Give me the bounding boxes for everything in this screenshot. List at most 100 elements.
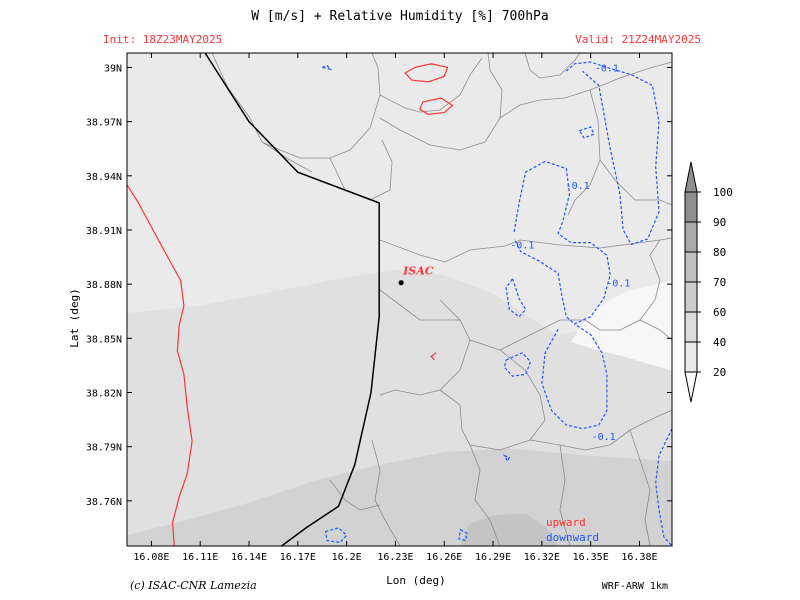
x-axis-label: Lon (deg) xyxy=(386,574,446,587)
valid-label: Valid: 21Z24MAY2025 xyxy=(575,33,701,46)
admin-boundary xyxy=(439,389,672,451)
admin-boundary xyxy=(629,429,651,546)
x-tick-label: 16.2E xyxy=(332,552,362,563)
y-tick-label: 38.82N xyxy=(86,389,122,400)
downward-contour xyxy=(503,352,532,377)
x-tick-label: 16.14E xyxy=(231,552,267,563)
admin-boundary xyxy=(379,339,471,396)
x-tick-label: 16.38E xyxy=(621,552,657,563)
y-tick-label: 38.88N xyxy=(86,280,122,291)
downward-contour xyxy=(541,323,608,430)
y-tick-label: 38.76N xyxy=(86,497,122,508)
colorbar-tick-label: 40 xyxy=(713,336,726,349)
colorbar-tick-label: 100 xyxy=(713,186,733,199)
w-legend: upward downward xyxy=(546,516,599,544)
credit-text: (c) ISAC-CNR Lamezia xyxy=(130,579,257,592)
colorbar-under-triangle xyxy=(684,371,698,403)
downward-contour xyxy=(502,454,511,463)
downward-contour xyxy=(324,527,348,544)
colorbar-over-triangle xyxy=(684,161,698,193)
admin-boundary xyxy=(379,237,672,263)
contour-label: -0.1 xyxy=(595,63,619,74)
station-dot xyxy=(398,280,404,286)
colorbar-tick-label: 20 xyxy=(713,366,726,379)
downward-contour xyxy=(513,160,611,325)
colorbar-segment xyxy=(684,221,698,253)
y-axis-label: Lat (deg) xyxy=(68,288,81,348)
x-tick-label: 16.23E xyxy=(377,552,413,563)
plot-frame xyxy=(126,52,673,547)
y-tick-label: 38.94N xyxy=(86,172,122,183)
contour-label: -0.1 xyxy=(606,278,630,289)
colorbar-tick-label: 60 xyxy=(713,306,726,319)
humidity-regions xyxy=(127,53,672,546)
plot-area: -0.1 -0.1 -0.1 -0.1 -0.1 ISAC upward downwar… xyxy=(126,52,673,547)
colorbar-segment xyxy=(684,251,698,283)
x-tick-label: 16.08E xyxy=(133,552,169,563)
x-axis: 16.08E 16.11E 16.14E 16.17E 16.2E 16.23E 16.26… xyxy=(133,53,658,563)
colorbar-segment xyxy=(684,281,698,313)
downward-contour xyxy=(320,64,333,71)
y-tick-label: 38.97N xyxy=(86,118,122,129)
colorbar-segment xyxy=(684,341,698,373)
upward-contour xyxy=(430,352,437,361)
admin-boundary xyxy=(379,57,483,113)
station-label: ISAC xyxy=(402,265,434,278)
admin-boundary xyxy=(379,53,503,151)
contour-label-text: -0.1 xyxy=(592,432,616,443)
x-tick-label: 16.17E xyxy=(280,552,316,563)
admin-boundary xyxy=(567,89,601,216)
colorbar: 20 40 60 70 80 90 100 xyxy=(684,161,733,403)
admin-boundary xyxy=(499,349,546,441)
colorbar-segment xyxy=(684,311,698,343)
admin-boundary xyxy=(329,139,393,201)
admin-boundary xyxy=(371,439,401,546)
colorbar-tick-label: 80 xyxy=(713,246,726,259)
chart-title: W [m/s] + Relative Humidity [%] 700hPa xyxy=(251,9,548,24)
upward-contour xyxy=(419,97,454,116)
upward-contour xyxy=(404,63,449,83)
contour-label-text: -0.1 xyxy=(606,278,630,289)
contour-label: -0.1 xyxy=(510,240,534,251)
x-tick-label: 16.11E xyxy=(182,552,218,563)
admin-boundary xyxy=(559,444,571,546)
colorbar-tick-label: 90 xyxy=(713,216,726,229)
humidity-region xyxy=(571,280,672,371)
contour-labels: -0.1 -0.1 -0.1 -0.1 -0.1 xyxy=(510,63,630,443)
admin-boundary xyxy=(469,444,501,546)
downward-contour xyxy=(505,277,527,318)
admin-boundary xyxy=(524,53,581,79)
downward-contour xyxy=(578,126,595,139)
upward-contour xyxy=(127,184,193,546)
y-tick-label: 38.85N xyxy=(86,334,122,345)
admin-boundary xyxy=(599,159,672,206)
x-tick-label: 16.26E xyxy=(426,552,462,563)
colorbar-segment xyxy=(684,191,698,223)
colorbar-tick-label: 70 xyxy=(713,276,726,289)
admin-boundary xyxy=(499,61,672,119)
admin-boundary xyxy=(379,289,460,321)
station-marker: ISAC xyxy=(398,265,434,286)
y-tick-label: 38.79N xyxy=(86,443,122,454)
y-axis: 38.76N 38.79N 38.82N 38.85N 38.88N 38.91N 38.9… xyxy=(86,63,672,508)
downward-contour xyxy=(565,61,660,246)
init-label: Init: 18Z23MAY2025 xyxy=(103,33,222,46)
model-text: WRF-ARW 1km xyxy=(602,581,668,592)
contour-label-text: -0.1 xyxy=(510,240,534,251)
admin-boundary xyxy=(639,239,661,321)
humidity-region xyxy=(460,513,559,546)
admin-boundary xyxy=(329,479,381,511)
x-tick-label: 16.32E xyxy=(524,552,560,563)
contour-label: -0.1 xyxy=(592,432,616,443)
humidity-region xyxy=(127,53,672,335)
y-tick-label: 39N xyxy=(104,63,122,74)
contour-label-text: -0.1 xyxy=(595,63,619,74)
y-tick-label: 38.91N xyxy=(86,226,122,237)
legend-downward: downward xyxy=(546,531,599,544)
contour-label: -0.1 xyxy=(566,181,590,192)
x-tick-label: 16.35E xyxy=(573,552,609,563)
admin-boundaries xyxy=(211,53,672,546)
x-tick-label: 16.29E xyxy=(475,552,511,563)
w-contours xyxy=(127,61,672,546)
